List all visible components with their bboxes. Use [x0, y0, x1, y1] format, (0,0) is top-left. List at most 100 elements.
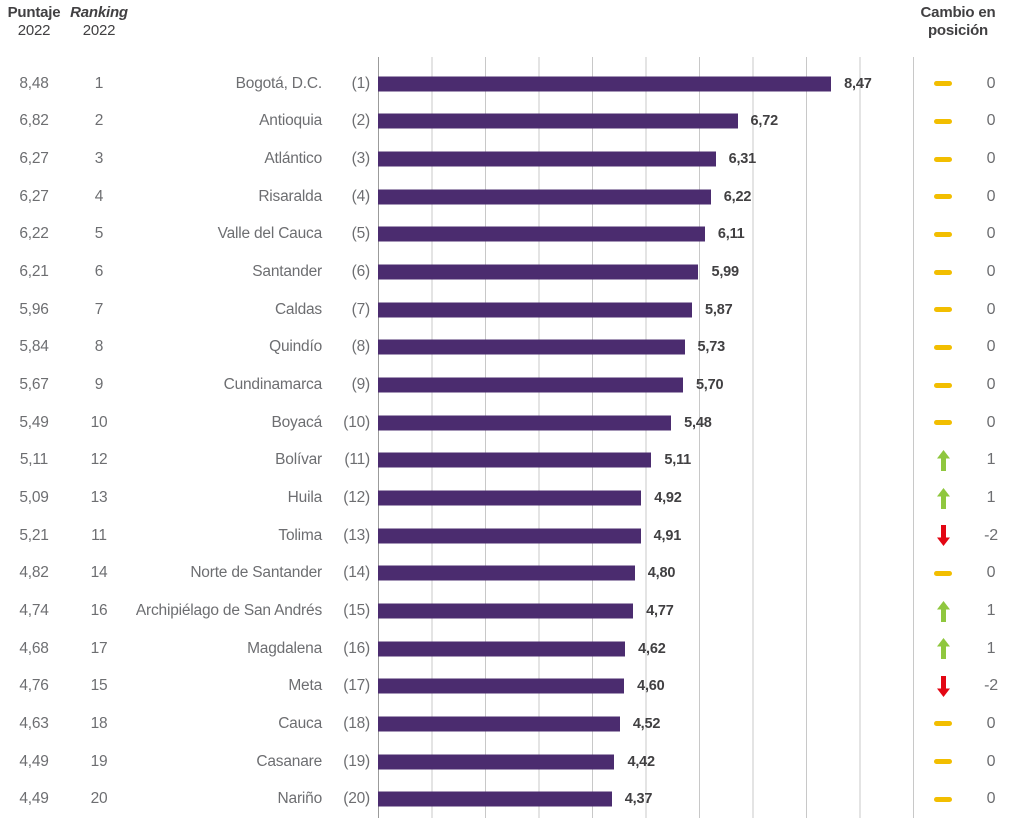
score-2022-value: 6,22	[19, 225, 49, 243]
ranking-2022-value: 4	[94, 187, 104, 205]
no-change-dash-icon	[934, 382, 952, 388]
change-column-header: Cambio en posición	[909, 4, 1007, 40]
table-row: 8,48 1 Bogotá, D.C. (1) 8,47 0	[0, 65, 1009, 103]
bar-value-label: 5,11	[664, 452, 691, 469]
arrow-down-icon	[936, 675, 950, 697]
change-value: 0	[986, 790, 996, 808]
score-2022-value: 6,82	[19, 112, 49, 130]
current-rank-label: (2)	[351, 112, 371, 130]
bar-value-label: 8,47	[844, 75, 872, 92]
no-change-dash-icon	[934, 118, 952, 124]
change-value: 0	[986, 714, 996, 732]
score-bar	[378, 716, 620, 732]
table-row: 5,11 12 Bolívar (11) 5,11 1	[0, 442, 1009, 480]
department-name: Quindío	[269, 338, 322, 356]
bar-value-label: 5,70	[695, 377, 724, 394]
change-icon-cell	[913, 479, 973, 517]
score-bar	[378, 76, 832, 92]
score-2022-value: 5,09	[19, 489, 49, 507]
score-bar	[378, 113, 738, 129]
no-change-dash-icon	[934, 307, 952, 313]
change-value: 0	[986, 413, 996, 431]
bar-cell: 4,60	[378, 668, 913, 706]
score-bar	[378, 339, 685, 355]
change-value: 1	[986, 602, 996, 620]
ranking-2022-value: 6	[94, 263, 104, 281]
ranking-2022-value: 18	[90, 714, 108, 732]
table-row: 5,09 13 Huila (12) 4,92 1	[0, 479, 1009, 517]
table-row: 4,49 19 Casanare (19) 4,42 0	[0, 743, 1009, 781]
change-value: 0	[986, 376, 996, 394]
no-change-dash-icon	[934, 194, 952, 200]
department-name: Bogotá, D.C.	[235, 74, 323, 92]
bar-value-label: 4,91	[653, 527, 682, 544]
no-change-dash-icon	[934, 344, 952, 350]
change-value: 1	[986, 489, 996, 507]
bar-value-label: 5,48	[684, 414, 712, 431]
bar-cell: 4,77	[378, 592, 913, 630]
change-value: 0	[986, 150, 996, 168]
change-icon-cell	[913, 442, 973, 480]
no-change-dash-icon	[934, 759, 952, 765]
score-2022-value: 5,21	[19, 526, 49, 544]
table-row: 5,84 8 Quindío (8) 5,73 0	[0, 329, 1009, 367]
department-name: Caldas	[274, 300, 322, 318]
bar-cell: 5,11	[378, 442, 913, 480]
score-2022-value: 4,49	[19, 790, 49, 808]
current-rank-label: (14)	[343, 564, 370, 582]
change-icon-cell	[913, 291, 973, 329]
score-bar	[378, 452, 652, 468]
bar-value-label: 4,62	[638, 640, 666, 657]
bar-cell: 8,47	[378, 65, 913, 103]
department-name: Cauca	[278, 714, 322, 732]
score-bar	[378, 565, 635, 581]
current-rank-label: (4)	[351, 187, 371, 205]
score-bar	[378, 490, 642, 506]
ranking-2022-value: 11	[91, 526, 107, 544]
bar-cell: 6,72	[378, 103, 913, 141]
change-icon-cell	[913, 140, 973, 178]
current-rank-label: (16)	[343, 639, 370, 657]
score-bar	[378, 528, 641, 544]
ranking-column-header: Ranking 2022	[66, 4, 132, 40]
change-icon-cell	[913, 555, 973, 593]
table-row: 6,22 5 Valle del Cauca (5) 6,11 0	[0, 216, 1009, 254]
bar-value-label: 4,42	[627, 753, 655, 770]
ranking-2022-value: 7	[94, 300, 104, 318]
change-icon-cell	[913, 705, 973, 743]
bar-value-label: 4,60	[637, 678, 665, 695]
department-name: Valle del Cauca	[217, 225, 323, 243]
table-row: 4,63 18 Cauca (18) 4,52 0	[0, 705, 1009, 743]
score-2022-value: 6,27	[19, 187, 49, 205]
arrow-down-icon	[936, 525, 950, 547]
table-row: 5,67 9 Cundinamarca (9) 5,70 0	[0, 366, 1009, 404]
change-value: 0	[986, 112, 996, 130]
change-icon-cell	[913, 178, 973, 216]
change-icon-cell	[913, 404, 973, 442]
bar-value-label: 4,37	[624, 791, 653, 808]
current-rank-label: (10)	[343, 413, 370, 431]
current-rank-label: (5)	[351, 225, 371, 243]
change-value: 0	[986, 338, 996, 356]
department-name: Atlántico	[264, 150, 322, 168]
department-name: Norte de Santander	[190, 564, 322, 582]
no-change-dash-icon	[934, 231, 952, 237]
arrow-up-icon	[936, 600, 950, 622]
ranking-2022-value: 16	[90, 602, 108, 620]
score-bar	[378, 641, 626, 657]
change-icon-cell	[913, 630, 973, 668]
bar-value-label: 6,31	[728, 151, 757, 168]
score-bar	[378, 603, 634, 619]
bar-cell: 5,87	[378, 291, 913, 329]
change-icon-cell	[913, 329, 973, 367]
change-value: 0	[986, 564, 996, 582]
arrow-up-icon	[936, 487, 950, 509]
table-row: 4,82 14 Norte de Santander (14) 4,80 0	[0, 555, 1009, 593]
change-icon-cell	[913, 517, 973, 555]
score-2022-value: 4,82	[19, 564, 49, 582]
department-name: Magdalena	[247, 639, 322, 657]
ranking-2022-value: 15	[90, 677, 108, 695]
table-row: 5,49 10 Boyacá (10) 5,48 0	[0, 404, 1009, 442]
chart-rows: 8,48 1 Bogotá, D.C. (1) 8,47 0 6,82	[0, 65, 1009, 818]
bar-cell: 4,80	[378, 555, 913, 593]
